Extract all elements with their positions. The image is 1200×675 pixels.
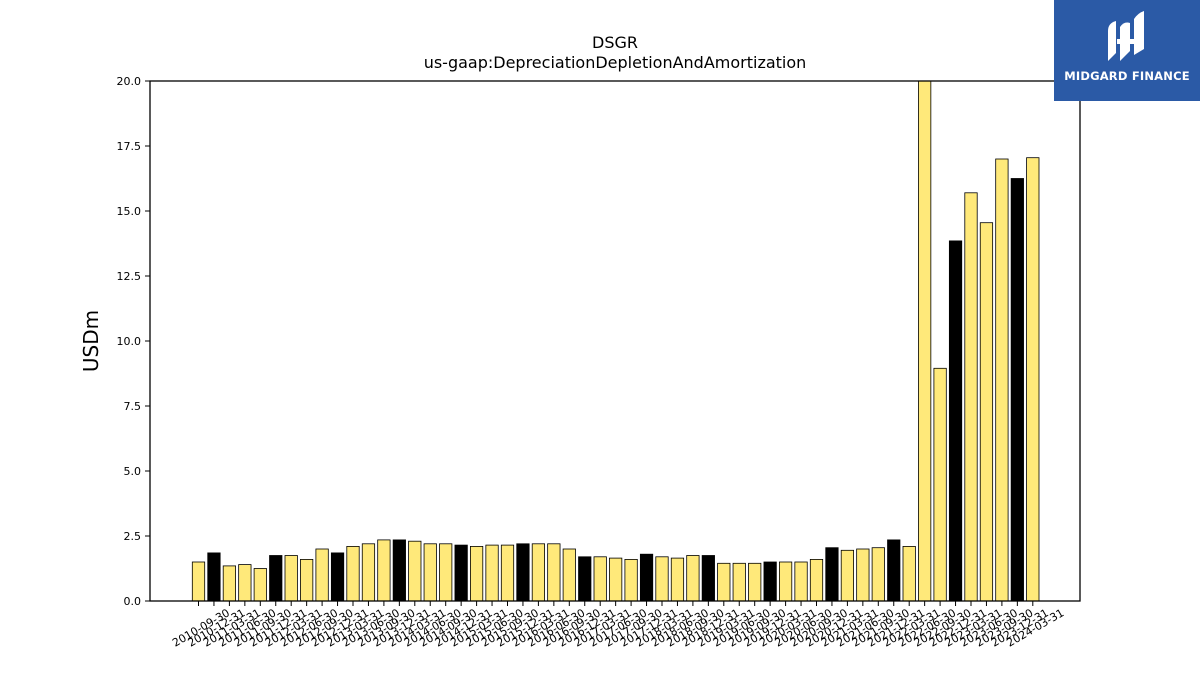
bar-2014-03-31: [408, 540, 422, 602]
bar-2017-03-31: [593, 556, 607, 602]
bar-2016-06-30: [547, 543, 561, 602]
bar-2021-09-30: [871, 547, 885, 602]
y-axis: 0.0 2.5 5.0 7.5 10.0 12.5 15.0 17.5 20.0: [117, 75, 150, 608]
bar-2018-06-30: [670, 557, 685, 602]
bar-2019-09-30: [748, 562, 762, 602]
bar-2013-12-31: [392, 539, 406, 602]
bar-2016-03-31: [531, 543, 546, 602]
bar-2022-12-31: [948, 240, 963, 602]
bar-2021-12-31: [887, 539, 901, 602]
y-tick-label: 12.5: [117, 270, 142, 283]
bar-2020-09-30: [809, 559, 824, 602]
bar-2021-06-30: [856, 548, 870, 602]
bar-2011-06-30: [238, 564, 252, 602]
y-tick-label: 5.0: [124, 465, 142, 478]
bar-2018-12-31: [701, 555, 715, 602]
bar-2016-09-30: [562, 548, 576, 602]
bar-2020-12-31: [825, 547, 839, 602]
bar-2011-09-30: [253, 568, 267, 602]
bar-2018-09-30: [686, 555, 700, 602]
bar-2013-06-30: [361, 543, 376, 602]
bar-2014-09-30: [439, 543, 453, 602]
bar-2024-03-31: [1026, 157, 1040, 602]
bar-2013-09-30: [377, 539, 391, 602]
bar-2010-12-31: [207, 552, 221, 602]
chart-title: DSGR: [592, 33, 638, 52]
y-tick-label: 15.0: [117, 205, 142, 218]
bar-2022-03-31: [902, 546, 916, 602]
midgard-logo-icon: [1108, 11, 1144, 61]
bar-2010-09-30: [191, 561, 206, 602]
bar-2014-12-31: [454, 544, 468, 602]
bar-2021-03-31: [840, 549, 855, 602]
bars-group: [191, 80, 1040, 602]
bar-2015-12-31: [516, 543, 530, 602]
bar-2019-03-31: [717, 562, 731, 602]
bar-2012-12-31: [330, 552, 345, 602]
bar-2022-06-30: [918, 80, 932, 602]
bar-2023-06-30: [979, 222, 994, 602]
bar-2023-03-31: [964, 192, 978, 602]
bar-2022-09-30: [933, 367, 947, 602]
bar-2020-03-31: [779, 561, 793, 602]
y-tick-label: 17.5: [117, 140, 142, 153]
bar-2017-12-31: [639, 553, 654, 602]
bar-2015-09-30: [500, 544, 515, 602]
bar-2012-03-31: [284, 555, 298, 602]
bar-2016-12-31: [578, 556, 592, 602]
bar-2020-06-30: [794, 561, 808, 602]
logo-text: MIDGARD FINANCE: [1064, 69, 1190, 83]
midgard-finance-logo: MIDGARD FINANCE: [1054, 0, 1200, 101]
bar-2023-12-31: [1010, 178, 1024, 602]
bar-2014-06-30: [423, 543, 437, 602]
bar-2013-03-31: [346, 546, 360, 602]
y-tick-label: 0.0: [124, 595, 142, 608]
x-axis: 2010-09-302010-12-312011-03-312011-06-30…: [170, 601, 1066, 650]
bar-2019-12-31: [763, 561, 777, 602]
y-axis-label: USDm: [79, 310, 103, 372]
bar-2019-06-30: [732, 562, 746, 602]
bar-2011-03-31: [222, 565, 236, 602]
chart-subtitle: us-gaap:DepreciationDepletionAndAmortiza…: [424, 53, 807, 72]
bar-2012-09-30: [315, 548, 329, 602]
bar-2015-06-30: [485, 544, 499, 602]
bar-2012-06-30: [300, 559, 314, 602]
y-tick-label: 10.0: [117, 335, 142, 348]
bar-2017-09-30: [624, 559, 638, 602]
y-tick-label: 7.5: [124, 400, 142, 413]
bar-2017-06-30: [609, 557, 623, 602]
bar-2018-03-31: [655, 556, 669, 602]
bar-2015-03-31: [469, 546, 484, 602]
y-tick-label: 20.0: [117, 75, 142, 88]
bar-2011-12-31: [269, 555, 283, 602]
plot-frame: [149, 80, 1081, 602]
y-tick-label: 2.5: [124, 530, 142, 543]
bar-2023-09-30: [995, 158, 1009, 602]
